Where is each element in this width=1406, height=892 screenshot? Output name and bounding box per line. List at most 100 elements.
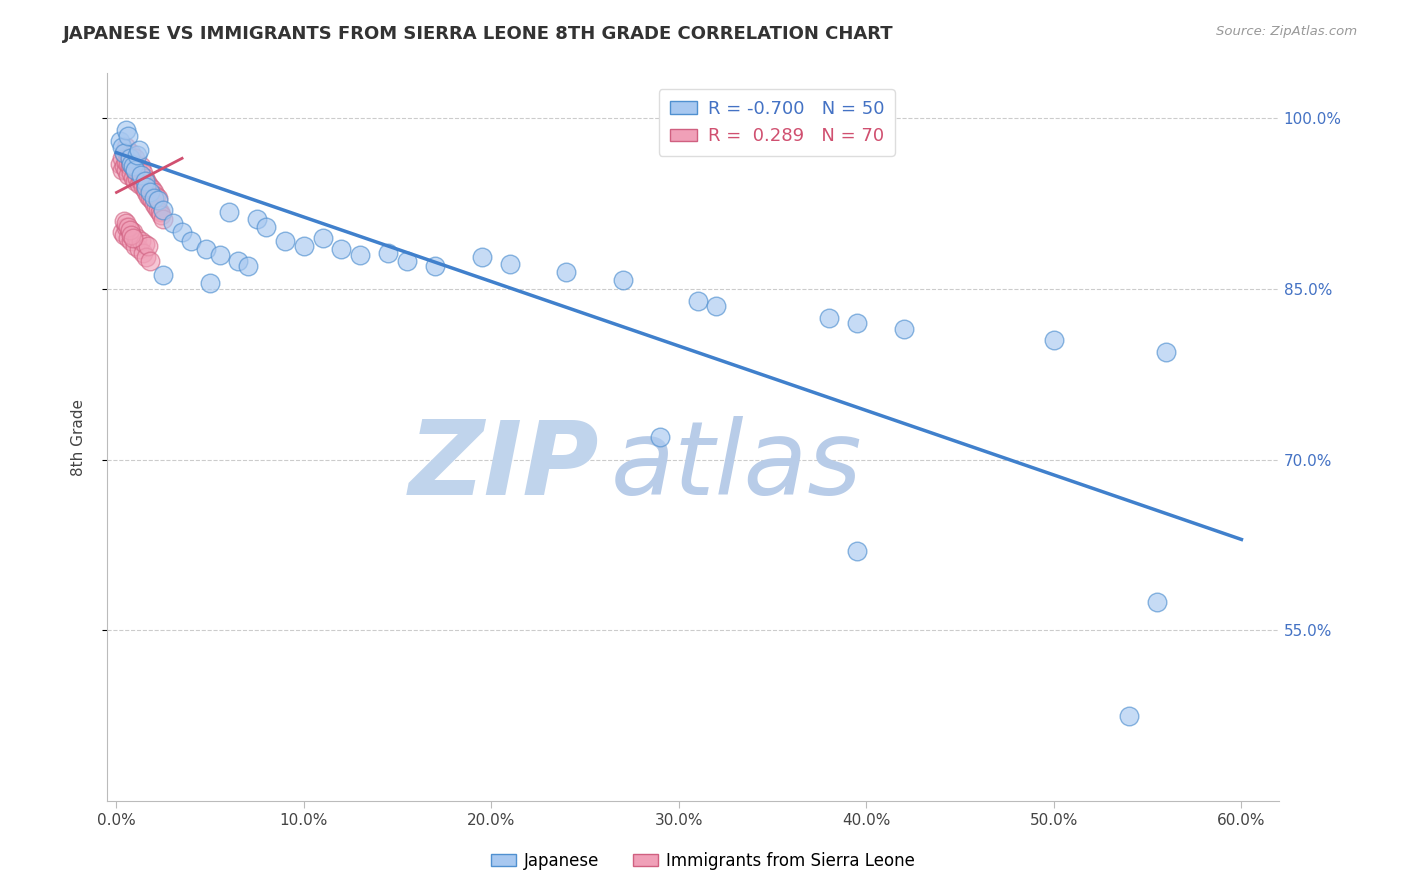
Point: [120, 157, 142, 171]
Point: [135, 186, 157, 200]
Point: [134, 182, 156, 196]
Point: [122, 170, 145, 185]
Point: [134, 174, 156, 188]
Point: [131, 179, 153, 194]
Point: [134, 170, 156, 185]
Point: [136, 239, 159, 253]
Text: ZIP: ZIP: [409, 416, 599, 516]
Point: [120, 166, 142, 180]
Point: [1118, 708, 1140, 723]
Point: [686, 293, 709, 308]
Point: [120, 157, 142, 171]
Point: [150, 208, 173, 222]
Point: [125, 231, 148, 245]
Point: [120, 235, 142, 249]
Point: [162, 216, 184, 230]
Point: [129, 159, 152, 173]
Point: [139, 191, 162, 205]
Point: [114, 162, 136, 177]
Point: [195, 243, 218, 257]
Point: [145, 189, 167, 203]
Point: [146, 202, 169, 217]
Point: [148, 204, 170, 219]
Point: [111, 162, 134, 177]
Point: [146, 194, 169, 208]
Point: [612, 273, 634, 287]
Point: [152, 202, 174, 217]
Point: [114, 154, 136, 169]
Point: [124, 239, 146, 253]
Point: [129, 169, 152, 183]
Point: [152, 268, 174, 283]
Point: [499, 257, 522, 271]
Point: [125, 159, 148, 173]
Point: [292, 239, 315, 253]
Point: [118, 159, 141, 173]
Point: [377, 245, 399, 260]
Point: [120, 227, 142, 242]
Point: [118, 223, 141, 237]
Point: [124, 151, 146, 165]
Point: [135, 179, 157, 194]
Point: [128, 243, 150, 257]
Point: [117, 157, 139, 171]
Point: [650, 430, 672, 444]
Point: [396, 253, 419, 268]
Point: [142, 191, 165, 205]
Point: [117, 231, 139, 245]
Point: [108, 157, 131, 171]
Point: [142, 186, 165, 200]
Point: [124, 162, 146, 177]
Text: Source: ZipAtlas.com: Source: ZipAtlas.com: [1216, 25, 1357, 38]
Point: [122, 159, 145, 173]
Point: [122, 231, 145, 245]
Point: [125, 148, 148, 162]
Point: [145, 200, 167, 214]
Point: [124, 174, 146, 188]
Point: [139, 186, 162, 200]
Point: [112, 227, 135, 242]
Point: [893, 322, 915, 336]
Point: [112, 214, 135, 228]
Text: JAPANESE VS IMMIGRANTS FROM SIERRA LEONE 8TH GRADE CORRELATION CHART: JAPANESE VS IMMIGRANTS FROM SIERRA LEONE…: [63, 25, 894, 43]
Point: [112, 159, 135, 173]
Point: [330, 243, 353, 257]
Point: [218, 204, 240, 219]
Point: [129, 174, 152, 188]
Point: [122, 159, 145, 173]
Point: [117, 148, 139, 162]
Point: [228, 253, 250, 268]
Point: [846, 544, 869, 558]
Point: [180, 235, 202, 249]
Point: [198, 277, 221, 291]
Point: [1043, 334, 1066, 348]
Point: [122, 225, 145, 239]
Point: [114, 216, 136, 230]
Point: [706, 299, 728, 313]
Legend: Japanese, Immigrants from Sierra Leone: Japanese, Immigrants from Sierra Leone: [484, 846, 922, 877]
Point: [118, 223, 141, 237]
Point: [1146, 595, 1168, 609]
Point: [846, 316, 869, 330]
Point: [112, 145, 135, 160]
Point: [131, 166, 153, 180]
Point: [170, 225, 193, 239]
Point: [425, 260, 447, 274]
Point: [128, 144, 150, 158]
Point: [141, 182, 163, 196]
Point: [1156, 344, 1178, 359]
Point: [111, 140, 134, 154]
Point: [134, 236, 156, 251]
Point: [152, 211, 174, 226]
Point: [108, 134, 131, 148]
Point: [118, 151, 141, 165]
Point: [118, 151, 141, 165]
Y-axis label: 8th Grade: 8th Grade: [72, 399, 86, 475]
Point: [112, 145, 135, 160]
Point: [139, 253, 162, 268]
Point: [117, 169, 139, 183]
Point: [246, 211, 269, 226]
Point: [114, 123, 136, 137]
Point: [120, 145, 142, 160]
Point: [256, 219, 278, 234]
